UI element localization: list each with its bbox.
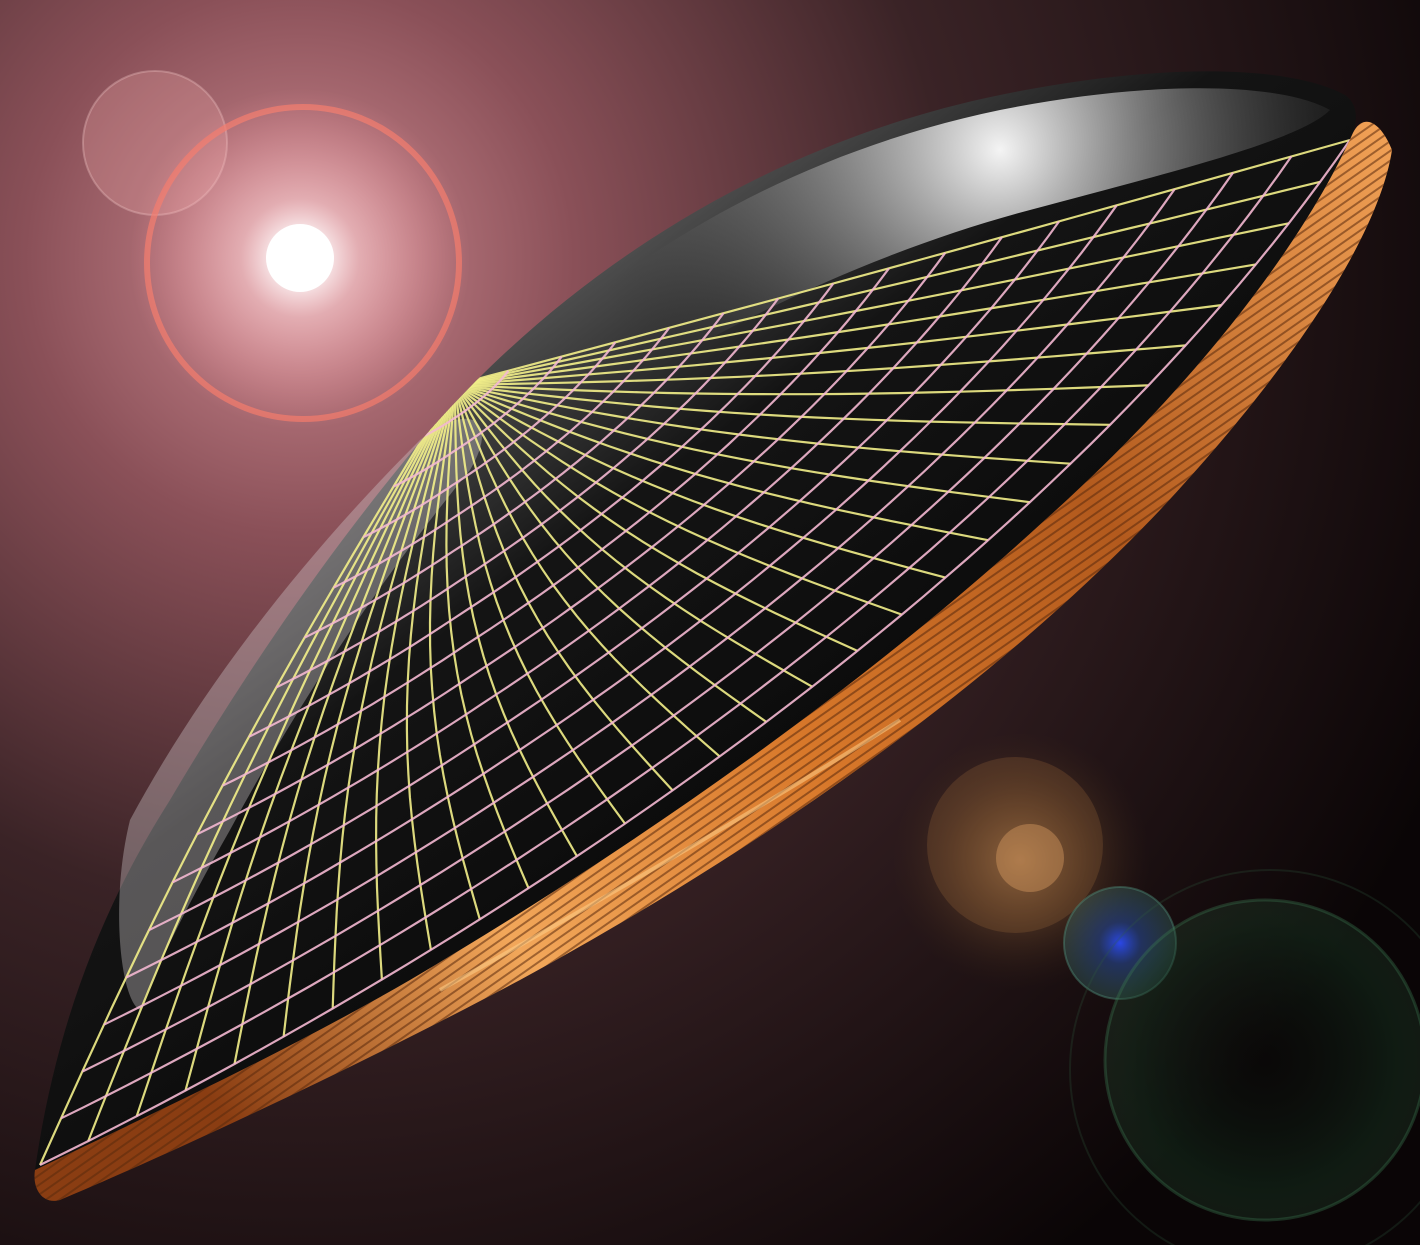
grid-arc-line [172,236,1003,884]
grid-arc-line [393,355,563,488]
ghost-core [996,824,1064,892]
grid-arc-line [423,370,510,437]
grid-arc-lines [39,139,1351,1166]
dish-left-highlight [119,418,482,1011]
grid-arc-line [362,341,617,539]
grid-arc-line [222,267,890,787]
ghost-green-outer [1069,869,1420,1245]
grid-arc-line [196,252,947,836]
lens-rim [34,121,1393,1201]
rim-edge-highlight [439,718,902,992]
dish-shell [35,71,1356,1171]
grid-arc-line [304,312,725,639]
grid-arc-line [275,297,780,689]
grid-arc-line [103,188,1176,1026]
grid-arc-line [81,172,1234,1073]
lens-flare [82,70,470,428]
grid-arc-line [148,220,1060,932]
dish-sheen [420,88,1330,521]
grid-arc-line [39,139,1351,1166]
lens-dish [35,71,1356,1171]
ghost-ring [927,757,1103,933]
grid-arc-line [60,155,1293,1120]
grid-arc-line [125,204,1118,979]
grid-arc-line [333,327,671,589]
wireframe-grid [38,138,1351,1166]
ghost-green [1103,898,1420,1222]
grid-arc-line [248,282,835,738]
flare-hotspot [266,224,334,292]
